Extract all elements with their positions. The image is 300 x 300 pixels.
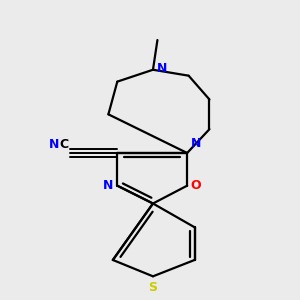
Text: N: N <box>103 179 114 192</box>
Text: O: O <box>191 179 201 192</box>
Text: N: N <box>49 139 59 152</box>
Text: C: C <box>59 139 68 152</box>
Text: S: S <box>148 281 158 294</box>
Text: N: N <box>191 137 201 150</box>
Text: N: N <box>157 62 167 75</box>
